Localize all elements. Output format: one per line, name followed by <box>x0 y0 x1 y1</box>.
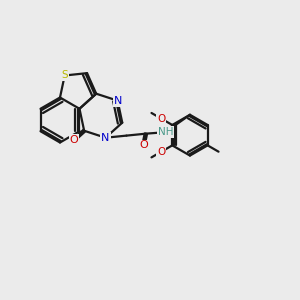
Text: O: O <box>157 114 166 124</box>
Text: O: O <box>70 135 79 145</box>
Text: O: O <box>139 140 148 150</box>
Text: NH: NH <box>158 127 173 137</box>
Text: S: S <box>61 70 68 80</box>
Text: N: N <box>113 96 122 106</box>
Text: N: N <box>101 133 110 143</box>
Text: O: O <box>157 147 166 157</box>
